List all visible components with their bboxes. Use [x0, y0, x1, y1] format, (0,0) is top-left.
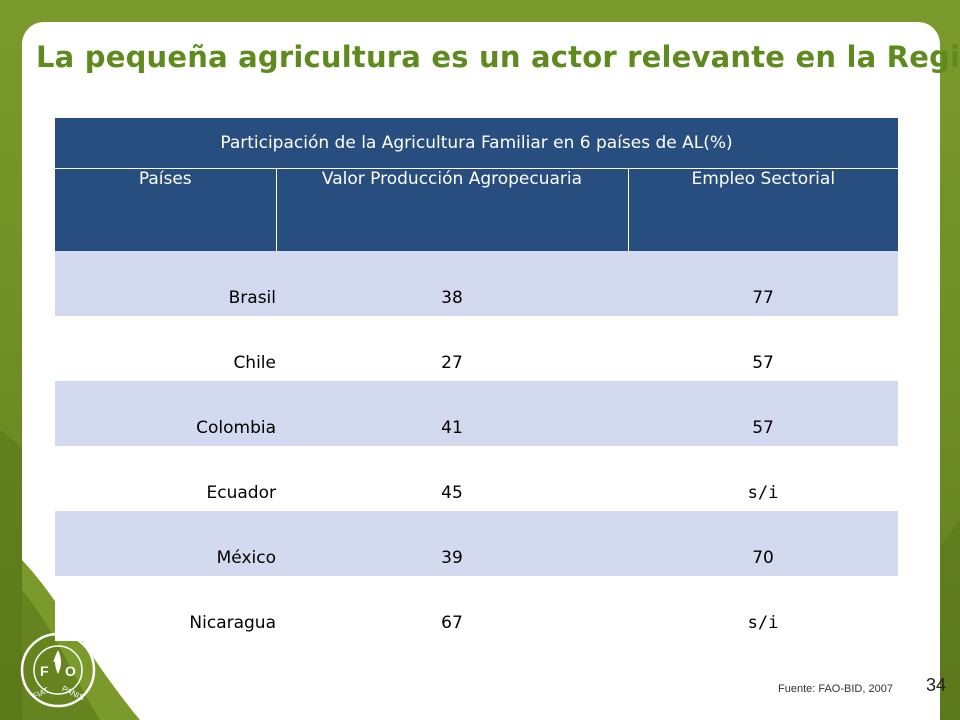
employment-cell: 57 [628, 381, 899, 446]
production-cell: 41 [276, 381, 628, 446]
table-row: México 39 70 [55, 511, 899, 576]
production-cell: 27 [276, 316, 628, 381]
table-row: Ecuador 45 s/i [55, 446, 899, 511]
slide-title: La pequeña agricultura es un actor relev… [36, 40, 960, 74]
country-cell: Chile [55, 316, 276, 381]
production-cell: 67 [276, 576, 628, 641]
country-cell: México [55, 511, 276, 576]
logo-letter-f: F [40, 663, 49, 679]
page-number: 34 [926, 675, 947, 695]
table-row: Chile 27 57 [55, 316, 899, 381]
column-header-production: Valor Producción Agropecuaria [276, 168, 629, 251]
fao-logo: F A O FIAT PANIS [20, 632, 96, 708]
country-cell: Ecuador [55, 446, 276, 511]
employment-cell: 77 [628, 251, 899, 316]
source-note: Fuente: FAO-BID, 2007 [778, 683, 893, 695]
table-row: Colombia 41 57 [55, 381, 899, 446]
table-row: Brasil 38 77 [55, 251, 899, 316]
logo-motto-right: PANIS [61, 684, 86, 702]
agriculture-table: Participación de la Agricultura Familiar… [55, 118, 899, 641]
logo-motto-left: FIAT [31, 686, 50, 701]
table-row: Nicaragua 67 s/i [55, 576, 899, 641]
country-cell: Brasil [55, 251, 276, 316]
employment-cell: s/i [628, 576, 899, 641]
wheat-icon [55, 650, 61, 674]
employment-cell: s/i [628, 446, 899, 511]
table-caption: Participación de la Agricultura Familiar… [55, 118, 899, 169]
production-cell: 39 [276, 511, 628, 576]
production-cell: 45 [276, 446, 628, 511]
logo-letter-o: O [65, 663, 76, 679]
column-header-employment: Empleo Sectorial [628, 168, 899, 251]
country-cell: Nicaragua [55, 576, 276, 641]
employment-cell: 57 [628, 316, 899, 381]
country-cell: Colombia [55, 381, 276, 446]
logo-letter-a: A [53, 651, 62, 665]
employment-cell: 70 [628, 511, 899, 576]
column-header-countries: Países [55, 168, 277, 251]
production-cell: 38 [276, 251, 628, 316]
